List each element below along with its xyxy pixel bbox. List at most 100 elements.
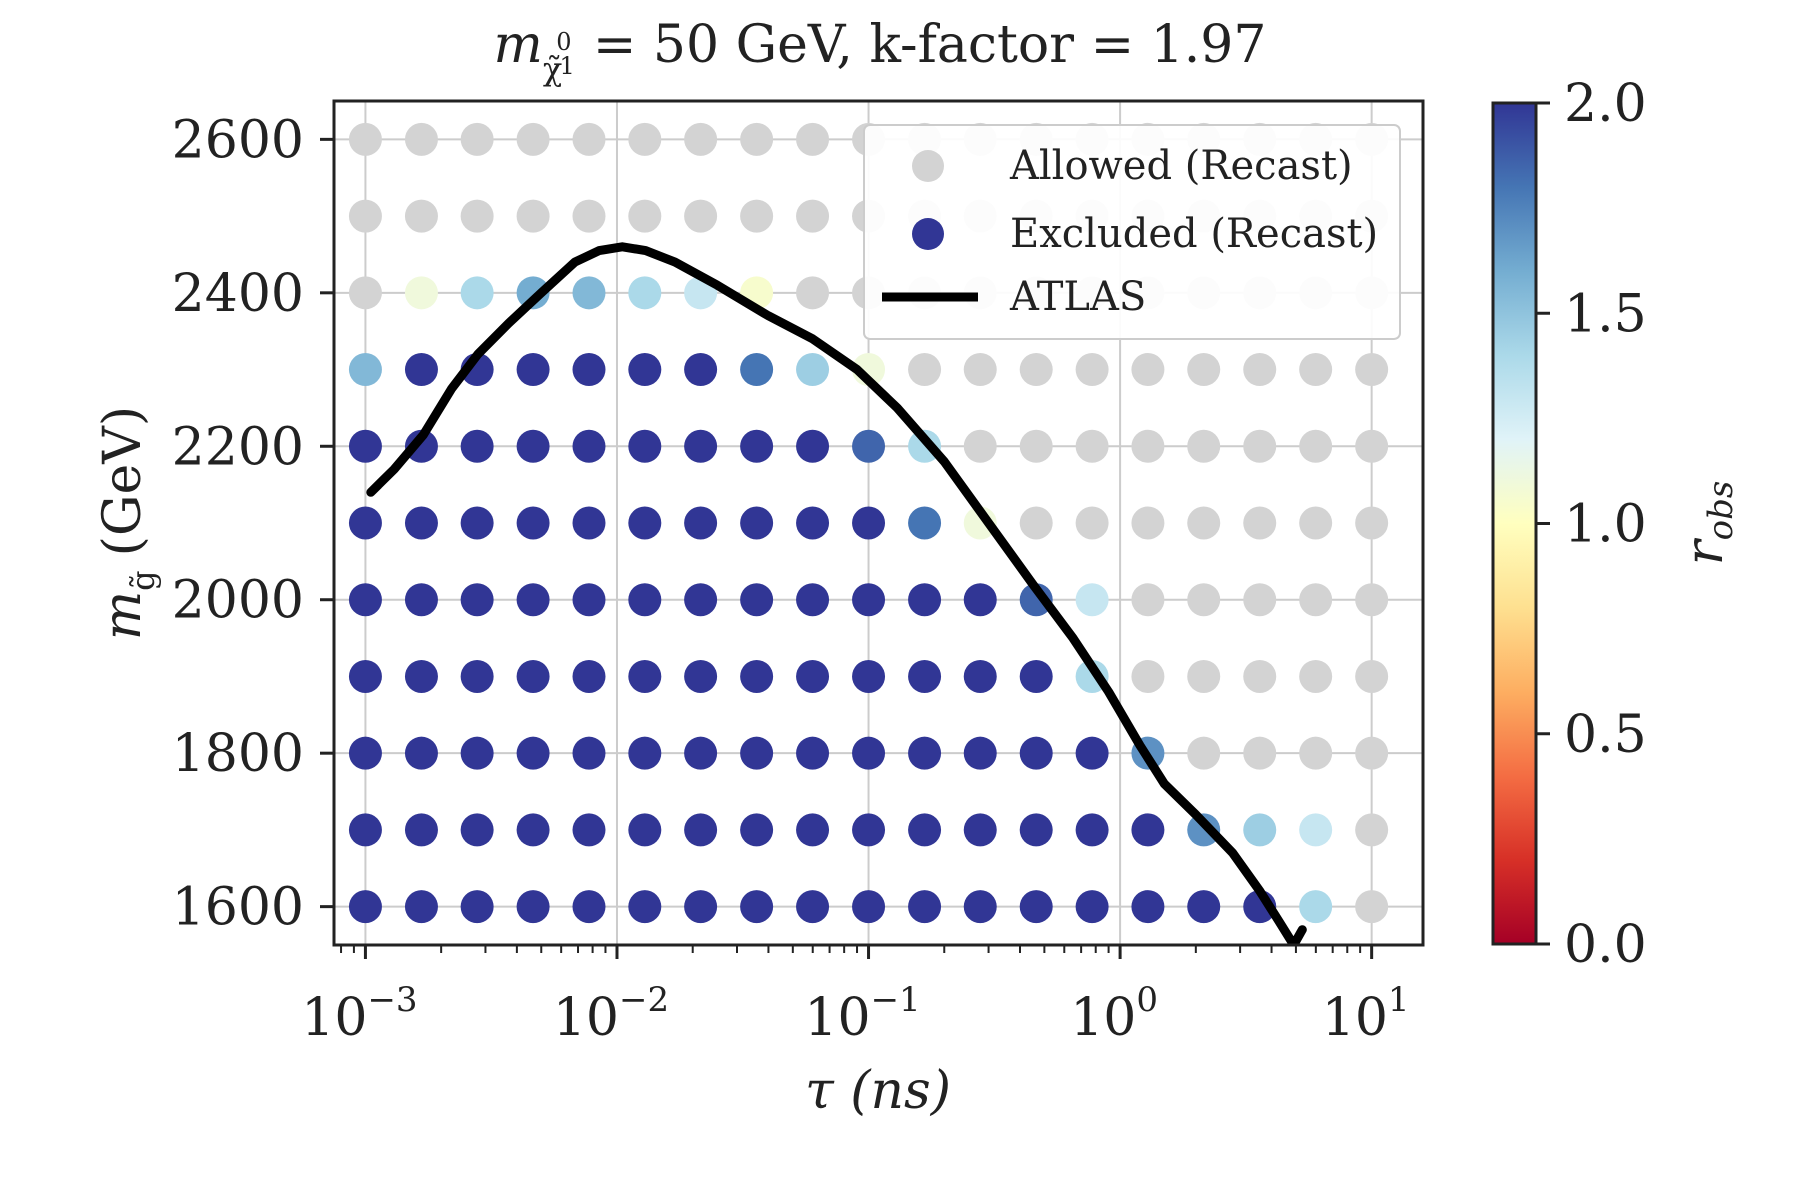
data-point [852, 583, 886, 617]
data-point [516, 276, 550, 310]
data-point [1131, 890, 1165, 924]
data-point [1187, 813, 1221, 847]
data-point [740, 583, 774, 617]
data-point [628, 276, 662, 310]
data-point [516, 429, 550, 463]
data-point [963, 353, 997, 387]
data-point [1131, 429, 1165, 463]
y-tick-label: 2600 [172, 110, 304, 170]
data-point [348, 122, 382, 156]
data-point [1019, 736, 1053, 770]
atlas-curve-layer [366, 242, 1307, 945]
data-point [516, 199, 550, 233]
legend-excluded-label: Excluded (Recast) [1010, 211, 1378, 257]
data-point [404, 353, 438, 387]
data-point [684, 583, 718, 617]
data-point [516, 506, 550, 540]
data-point [908, 353, 942, 387]
data-point [908, 890, 942, 924]
data-point [1299, 583, 1333, 617]
data-point [740, 659, 774, 693]
data-point [796, 276, 830, 310]
legend-excluded-marker [912, 218, 944, 250]
data-point [1299, 813, 1333, 847]
data-point [628, 890, 662, 924]
data-point [516, 353, 550, 387]
data-point [572, 506, 606, 540]
data-point [1131, 506, 1165, 540]
data-point [740, 429, 774, 463]
y-axis-label: mg̃(GeV) [93, 406, 162, 640]
data-point [348, 813, 382, 847]
colorbar-tick-label: 0.5 [1564, 705, 1647, 765]
data-point [1243, 506, 1277, 540]
data-point [1243, 353, 1277, 387]
data-point [1019, 890, 1053, 924]
data-point [404, 890, 438, 924]
data-point [460, 276, 494, 310]
y-axis-ticks: 1600 1800 2000 2200 2400 2600 [172, 110, 334, 938]
data-point [1299, 429, 1333, 463]
data-point [1243, 659, 1277, 693]
data-point [1075, 736, 1109, 770]
data-point [572, 429, 606, 463]
y-tick-label: 2400 [172, 264, 304, 324]
data-point [963, 506, 997, 540]
data-point [852, 659, 886, 693]
data-point [796, 813, 830, 847]
data-point [348, 890, 382, 924]
colorbar-tick-label: 2.0 [1564, 74, 1647, 134]
data-point [516, 122, 550, 156]
data-point [628, 429, 662, 463]
colorbar: 0.0 0.5 1.0 1.5 2.0 robs [1491, 74, 1741, 975]
data-point [1187, 429, 1221, 463]
data-point [1075, 506, 1109, 540]
data-points [348, 122, 1389, 924]
data-point [684, 506, 718, 540]
data-point [963, 736, 997, 770]
data-point [963, 813, 997, 847]
y-tick-label: 2000 [172, 571, 304, 631]
data-point [1355, 506, 1389, 540]
data-point [516, 659, 550, 693]
data-point [572, 813, 606, 847]
data-point [1355, 353, 1389, 387]
data-point [572, 199, 606, 233]
data-point [1019, 353, 1053, 387]
data-point [348, 506, 382, 540]
data-point [348, 659, 382, 693]
data-point [628, 813, 662, 847]
data-point [1131, 353, 1165, 387]
data-point [404, 199, 438, 233]
data-point [460, 122, 494, 156]
data-point [796, 199, 830, 233]
chart-title: mχ̃0 1 = 50 GeV, k-factor = 1.97 [494, 15, 1267, 88]
data-point [460, 506, 494, 540]
data-point [1075, 890, 1109, 924]
data-point [1187, 736, 1221, 770]
atlas-curve [366, 242, 1307, 945]
data-point [796, 583, 830, 617]
x-axis-ticks: 10−3 10−2 10−1 100 101 [301, 945, 1410, 1048]
data-point [796, 890, 830, 924]
data-point [1299, 659, 1333, 693]
data-point [740, 890, 774, 924]
data-point [1187, 659, 1221, 693]
colorbar-gradient [1491, 101, 1538, 946]
data-point [1299, 353, 1333, 387]
data-point [1355, 813, 1389, 847]
data-point [628, 353, 662, 387]
data-point [1355, 659, 1389, 693]
data-point [404, 813, 438, 847]
data-point [852, 736, 886, 770]
data-point [908, 813, 942, 847]
legend-allowed-marker [912, 150, 944, 182]
data-point [963, 583, 997, 617]
data-point [404, 659, 438, 693]
data-point [796, 122, 830, 156]
data-point [572, 353, 606, 387]
legend-atlas-label: ATLAS [1009, 274, 1146, 320]
data-point [404, 506, 438, 540]
data-point [572, 583, 606, 617]
data-point [852, 506, 886, 540]
